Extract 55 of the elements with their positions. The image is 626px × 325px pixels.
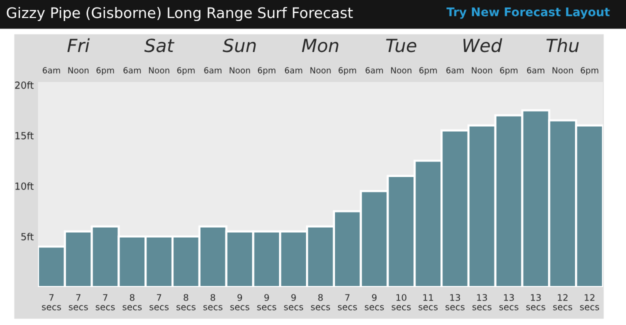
x-tick-label: Noon (230, 67, 250, 74)
text: 7 secs (150, 294, 169, 310)
text: 12 secs (580, 294, 600, 310)
text: 8 secs (176, 294, 196, 310)
text: 9 secs (284, 294, 304, 310)
text: Sun (222, 38, 256, 52)
text: 13 secs (526, 294, 546, 310)
text: Mon (302, 38, 338, 52)
x-tick-label: 6pm (338, 67, 356, 76)
text: 7 secs (42, 294, 61, 310)
x-tick-label: Noon (68, 67, 89, 74)
x-tick-label: 6am (204, 67, 222, 74)
x-tick-label: Noon (391, 67, 412, 74)
text: Sat (144, 38, 174, 52)
y-tick-label: 20ft (15, 81, 34, 89)
text: Try New Forecast Layout (446, 8, 610, 19)
text: 7 secs (338, 294, 357, 310)
x-tick-label: 6pm (580, 67, 598, 76)
text: 12 secs (553, 294, 572, 310)
x-tick-label: 6am (527, 67, 544, 74)
x-tick-label: Noon (149, 67, 170, 74)
text: Thu (546, 38, 579, 52)
x-tick-label: 6am (42, 67, 60, 74)
y-tick-label: 5ft (21, 232, 34, 240)
text: 11 secs (418, 294, 438, 310)
text: 8 secs (311, 294, 330, 310)
text: Wed (463, 38, 502, 52)
text: 13 secs (499, 294, 518, 310)
x-tick-label: Noon (552, 67, 573, 74)
text: 10 secs (392, 294, 411, 310)
chart-title: Gizzy Pipe (Gisborne) Long Range Surf Forecast (6, 6, 353, 22)
x-tick-label: Noon (310, 67, 331, 74)
text: 9 secs (364, 294, 384, 310)
x-tick-label: 6am (366, 67, 383, 74)
x-tick-label: 6am (123, 67, 141, 74)
x-tick-label: 6pm (500, 67, 518, 76)
x-tick-label: 6am (446, 67, 464, 74)
text: 8 secs (122, 294, 142, 310)
text: 13 secs (472, 294, 492, 310)
text: Tue (386, 38, 416, 52)
text: 9 secs (257, 294, 276, 310)
text: 8 secs (203, 294, 222, 310)
x-tick-label: Noon (472, 67, 492, 74)
x-tick-label: 6pm (258, 67, 276, 76)
x-tick-label: 6pm (96, 67, 114, 76)
text: 9 secs (230, 294, 250, 310)
text: 7 secs (68, 294, 88, 310)
y-tick-label: 10ft (15, 182, 34, 190)
text: Fri (67, 38, 90, 52)
y-tick-label: 15ft (15, 132, 34, 140)
text: 13 secs (446, 294, 465, 310)
text: 7 secs (96, 294, 115, 310)
x-tick-label: 6am (284, 67, 302, 74)
x-tick-label: 6pm (419, 67, 437, 76)
x-tick-label: 6pm (177, 67, 195, 76)
